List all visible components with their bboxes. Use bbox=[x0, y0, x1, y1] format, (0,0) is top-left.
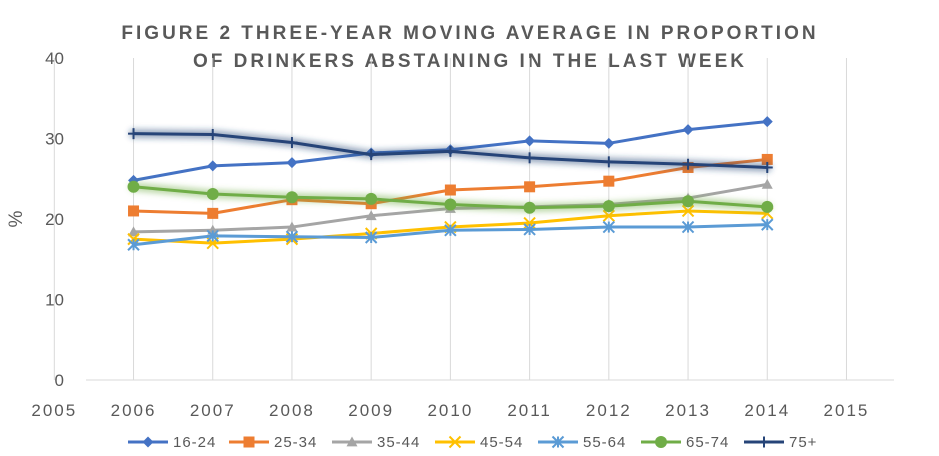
series-75+ bbox=[128, 128, 773, 173]
data-point-marker bbox=[524, 181, 536, 193]
y-tick-label: 30 bbox=[45, 130, 64, 149]
x-tick-label: 2007 bbox=[190, 401, 236, 420]
data-point-marker bbox=[285, 230, 299, 243]
legend-label: 25-34 bbox=[274, 434, 317, 451]
data-point-marker bbox=[285, 191, 298, 204]
data-point-marker bbox=[128, 128, 140, 140]
data-point-marker bbox=[523, 201, 536, 214]
data-point-marker bbox=[206, 229, 219, 243]
y-axis-title: % bbox=[6, 210, 27, 227]
data-point-marker bbox=[444, 224, 457, 237]
grid-layer bbox=[53, 58, 847, 380]
y-tick-label: 20 bbox=[45, 210, 64, 229]
axis-layer: 2005 2006 2007 2008 2009 2010 2011 2012 2013 2014… bbox=[31, 49, 894, 420]
data-point-marker bbox=[551, 435, 565, 449]
data-point-marker bbox=[206, 188, 219, 201]
data-point-marker bbox=[142, 436, 154, 448]
legend-label: 65-74 bbox=[686, 434, 729, 451]
data-point-marker bbox=[346, 436, 358, 447]
data-point-marker bbox=[365, 149, 377, 161]
data-point-marker bbox=[127, 180, 140, 193]
data-point-marker bbox=[761, 161, 773, 173]
data-point-marker bbox=[127, 232, 140, 246]
legend-label: 16-24 bbox=[173, 434, 216, 451]
data-point-marker bbox=[681, 204, 695, 218]
data-point-marker bbox=[761, 218, 774, 231]
data-point-marker bbox=[655, 436, 667, 448]
x-tick-label: 2011 bbox=[507, 401, 552, 420]
x-tick-label: 2006 bbox=[111, 401, 157, 420]
legend: 16-24 25-34 35-44 45-54 55-64 65-74 75+ bbox=[128, 434, 817, 451]
series-65-74 bbox=[127, 180, 774, 214]
data-point-marker bbox=[524, 135, 536, 147]
data-point-marker bbox=[127, 238, 140, 251]
data-point-marker bbox=[444, 198, 457, 211]
legend-item-35-44: 35-44 bbox=[332, 434, 420, 451]
data-point-marker bbox=[602, 200, 615, 213]
series-layer bbox=[127, 116, 774, 251]
data-point-marker bbox=[444, 145, 456, 157]
data-point-marker bbox=[603, 156, 615, 168]
data-point-marker bbox=[128, 205, 140, 217]
data-point-marker bbox=[682, 124, 694, 136]
legend-item-45-54: 45-54 bbox=[435, 434, 523, 451]
legend-item-65-74: 65-74 bbox=[641, 434, 729, 451]
x-tick-label: 2012 bbox=[586, 401, 632, 420]
data-point-marker bbox=[682, 158, 694, 170]
data-point-marker bbox=[128, 226, 140, 237]
legend-item-75+: 75+ bbox=[744, 434, 817, 451]
x-tick-label: 2010 bbox=[427, 401, 473, 420]
data-point-marker bbox=[758, 436, 770, 448]
data-point-marker bbox=[761, 116, 773, 128]
data-point-marker bbox=[365, 192, 378, 205]
series-55-64 bbox=[127, 218, 774, 251]
y-tick-label: 40 bbox=[45, 49, 64, 68]
data-point-marker bbox=[207, 128, 219, 140]
x-tick-label: 2014 bbox=[744, 401, 790, 420]
data-point-marker bbox=[761, 200, 774, 213]
data-point-marker bbox=[523, 223, 536, 236]
data-point-marker bbox=[602, 220, 616, 234]
x-tick-label: 2009 bbox=[348, 401, 394, 420]
y-tick-label: 10 bbox=[45, 291, 64, 310]
legend-item-16-24: 16-24 bbox=[128, 434, 216, 451]
data-point-marker bbox=[207, 207, 219, 219]
data-point-marker bbox=[681, 220, 695, 234]
legend-item-55-64: 55-64 bbox=[538, 434, 626, 451]
x-tick-label: 2008 bbox=[269, 401, 315, 420]
x-tick-label: 2005 bbox=[31, 401, 77, 420]
chart-title-line-1: FIGURE 2 THREE-YEAR MOVING AVERAGE IN PR… bbox=[121, 23, 819, 44]
data-point-marker bbox=[365, 210, 377, 221]
data-point-marker bbox=[524, 152, 536, 164]
data-point-marker bbox=[286, 137, 298, 149]
legend-label: 45-54 bbox=[480, 434, 523, 451]
legend-label: 75+ bbox=[789, 434, 817, 451]
data-point-marker bbox=[207, 160, 219, 172]
legend-item-25-34: 25-34 bbox=[229, 434, 317, 451]
data-point-marker bbox=[286, 221, 298, 232]
data-point-marker bbox=[682, 195, 695, 208]
data-point-marker bbox=[364, 231, 378, 244]
data-point-marker bbox=[286, 157, 298, 169]
x-tick-label: 2013 bbox=[665, 401, 711, 420]
data-point-marker bbox=[761, 178, 773, 189]
data-point-marker bbox=[761, 153, 773, 165]
data-point-marker bbox=[603, 137, 615, 149]
data-point-marker bbox=[603, 175, 615, 187]
legend-label: 35-44 bbox=[377, 434, 420, 451]
data-point-marker bbox=[243, 436, 255, 448]
y-tick-label: 0 bbox=[55, 371, 64, 390]
x-tick-label: 2015 bbox=[824, 401, 870, 420]
data-point-marker bbox=[602, 209, 616, 222]
data-point-marker bbox=[448, 435, 462, 449]
chart-title-line-2: OF DRINKERS ABSTAINING IN THE LAST WEEK bbox=[193, 51, 747, 72]
legend-label: 55-64 bbox=[583, 434, 626, 451]
data-point-marker bbox=[444, 184, 456, 196]
